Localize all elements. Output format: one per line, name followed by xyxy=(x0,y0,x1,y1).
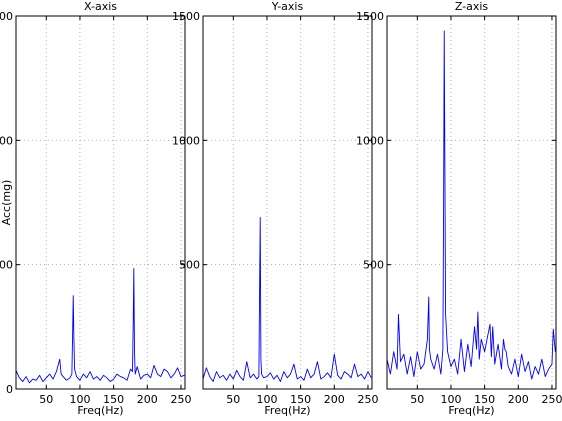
x-axis-title: Freq(Hz) xyxy=(448,404,494,417)
x-axis-title: Freq(Hz) xyxy=(264,404,310,417)
x-tick-label: 100 xyxy=(440,393,461,406)
y-tick-label: 1500 xyxy=(0,10,13,23)
grid xyxy=(203,15,372,389)
y-tick-label: 500 xyxy=(179,259,200,272)
y-tick-label: 1000 xyxy=(172,134,200,147)
x-tick-label: 200 xyxy=(508,393,529,406)
x-tick-label: 200 xyxy=(324,393,345,406)
panel-title: X-axis xyxy=(84,0,117,13)
x-tick-label: 250 xyxy=(170,393,191,406)
y-tick-label: 500 xyxy=(363,259,384,272)
plot-frame xyxy=(15,15,186,390)
y-tick-label: 1000 xyxy=(356,134,384,147)
y-tick-label: 0 xyxy=(6,383,13,396)
x-tick-label: 100 xyxy=(256,393,277,406)
trace-line xyxy=(202,216,372,382)
y-tick-label: 1000 xyxy=(0,134,13,147)
x-tick-label: 50 xyxy=(39,393,53,406)
grid xyxy=(16,15,185,389)
x-tick-label: 250 xyxy=(541,393,562,406)
trace-line xyxy=(386,30,556,380)
grid xyxy=(387,15,556,389)
y-axis-title: Acc(mg) xyxy=(0,180,13,226)
y-tick-label: 500 xyxy=(0,259,13,272)
x-tick-label: 150 xyxy=(290,393,311,406)
panel-z-axis: Z-axis Freq(Hz) 50 100 150 200 250 500 1000 150… xyxy=(356,0,562,417)
panel-x-axis: X-axis Freq(Hz) Acc(mg) 50 100 150 200 250 0 5… xyxy=(0,0,191,417)
x-tick-label: 200 xyxy=(137,393,158,406)
x-tick-label: 150 xyxy=(474,393,495,406)
trace-line xyxy=(15,267,185,384)
x-axis-title: Freq(Hz) xyxy=(77,404,123,417)
panel-y-axis: Y-axis Freq(Hz) 50 100 150 200 250 500 1000 150… xyxy=(172,0,378,417)
plot-frame xyxy=(202,15,373,390)
panel-title: Z-axis xyxy=(455,0,489,13)
x-tick-label: 50 xyxy=(410,393,424,406)
panel-title: Y-axis xyxy=(271,0,304,13)
x-tick-label: 50 xyxy=(226,393,240,406)
x-tick-label: 100 xyxy=(69,393,90,406)
y-tick-label: 1500 xyxy=(172,10,200,23)
x-tick-label: 250 xyxy=(357,393,378,406)
x-tick-label: 150 xyxy=(103,393,124,406)
plot-frame xyxy=(386,15,557,390)
y-tick-label: 1500 xyxy=(356,10,384,23)
